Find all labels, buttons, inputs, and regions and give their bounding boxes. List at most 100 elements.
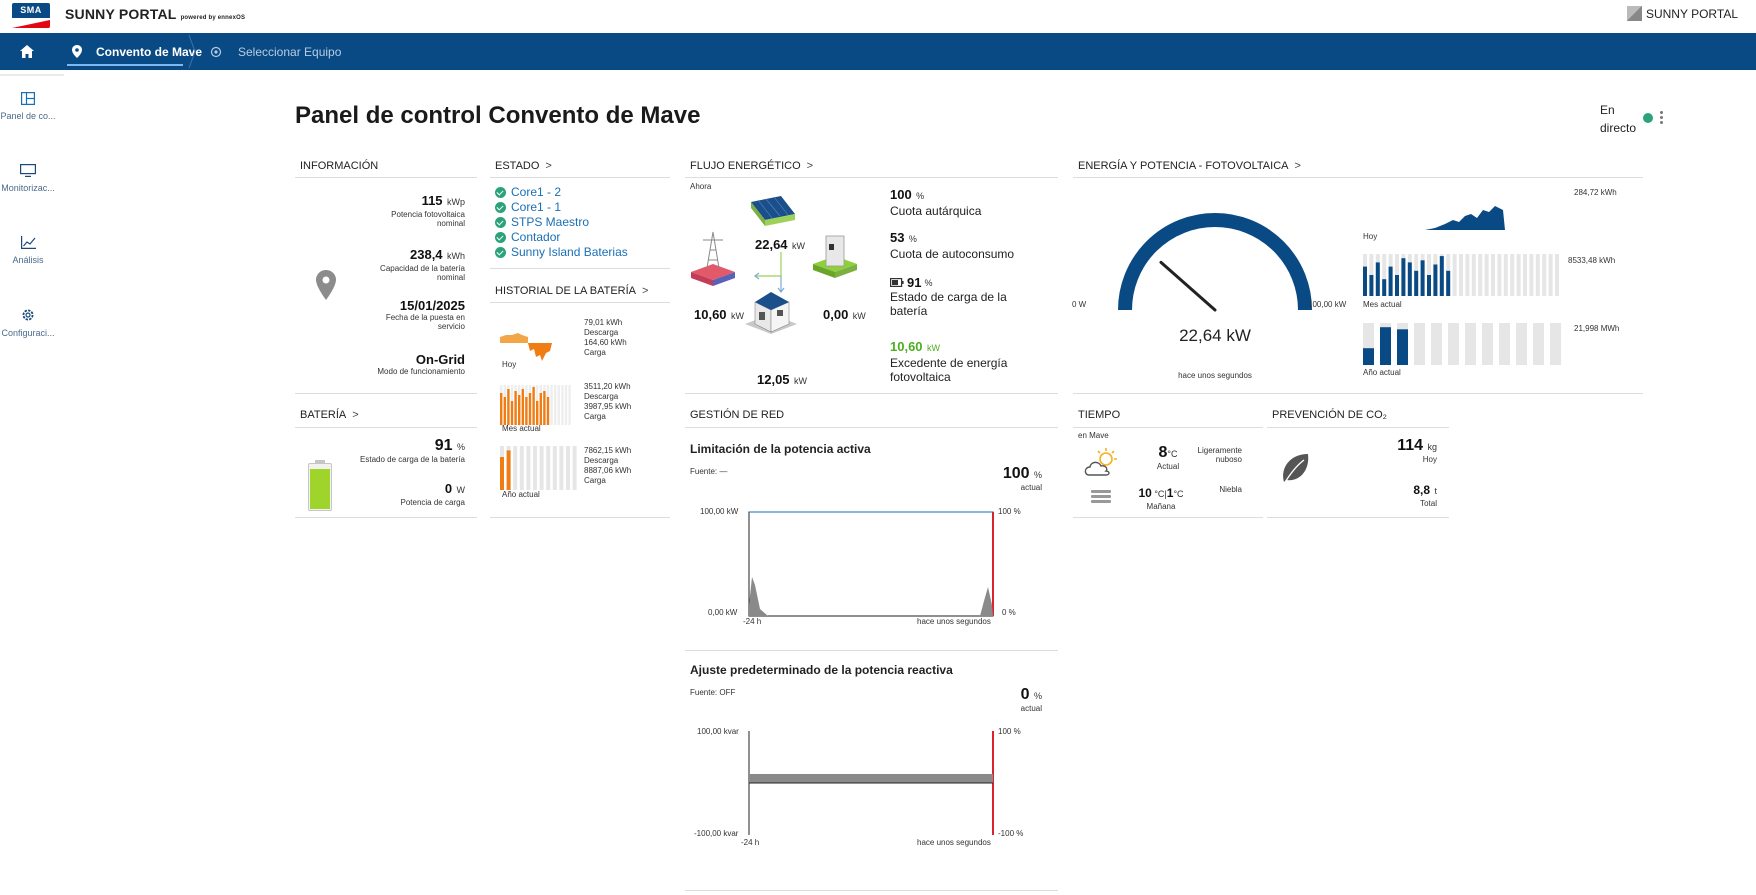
reactive-power-source: Fuente: OFF — [690, 688, 736, 697]
active-r-bottom: 0 % — [1002, 608, 1016, 617]
status-item[interactable]: STPS Maestro — [495, 215, 589, 229]
reactive-power-chart — [748, 731, 994, 835]
pv-surplus: 10,60 kW Excedente de energía fotovoltaica — [890, 339, 1008, 384]
ok-check-icon — [495, 186, 506, 198]
bar — [1439, 256, 1444, 296]
bar-background — [1382, 254, 1387, 296]
bh-label: Mes actual — [502, 424, 541, 433]
active-power-title: Limitación de la potencia activa — [690, 442, 871, 456]
ok-check-icon — [495, 216, 506, 228]
bar-background — [1459, 254, 1463, 296]
status-item[interactable]: Core1 - 2 — [495, 185, 561, 199]
pv-month-value: 8533,48 kWh — [1568, 256, 1616, 265]
sidebar-item-dashboard[interactable]: Panel de co... — [0, 92, 56, 121]
pv-year-label: Año actual — [1363, 368, 1401, 377]
breadcrumb-chevron — [188, 33, 196, 70]
active-power-source: Fuente: — — [690, 467, 728, 476]
fog-icon — [1091, 490, 1111, 503]
bar-background — [1471, 254, 1476, 296]
live-status-dot — [1643, 113, 1653, 123]
battery-soc: 91 % Estado de carga de la batería — [360, 437, 465, 464]
monitor-icon — [20, 164, 36, 177]
bar — [1446, 270, 1451, 296]
battery-history-month-chart — [500, 385, 571, 425]
more-menu-button[interactable] — [1660, 111, 1663, 125]
bar-background — [1465, 254, 1470, 296]
bar — [1420, 260, 1425, 296]
bar — [514, 391, 517, 425]
active-power-chart — [748, 511, 994, 617]
location-icon — [72, 45, 82, 58]
bar — [1363, 266, 1367, 296]
bar-background — [546, 446, 551, 490]
brand-title: SUNNY PORTAL powered by ennexOS — [65, 6, 246, 22]
flow-battery-value: 0,00 kW — [823, 307, 866, 322]
info-pv-power: 115 kWp Potencia fotovoltaica nominal — [391, 193, 465, 228]
sma-logo[interactable]: SMA — [12, 3, 50, 28]
device-icon — [210, 46, 222, 57]
live-label: En directo — [1600, 103, 1637, 135]
info-battery-capacity: 238,4 kWh Capacidad de la batería nominal — [380, 247, 465, 282]
bar-background — [1550, 323, 1561, 365]
grid-pylon-icon — [691, 231, 735, 286]
bar — [521, 389, 524, 425]
bar — [518, 395, 521, 425]
gear-icon — [22, 309, 34, 321]
bar-background — [1499, 323, 1510, 365]
ok-check-icon — [495, 231, 506, 243]
dashboard-icon — [21, 92, 35, 105]
gauge-time: hace unos segundos — [1178, 371, 1252, 380]
bar-background — [550, 385, 553, 425]
bar — [503, 397, 506, 425]
nav-plant[interactable]: Convento de Mave — [72, 33, 202, 70]
bar — [1375, 262, 1380, 296]
gauge-min: 0 W — [1072, 300, 1087, 309]
pv-energy-title[interactable]: ENERGÍA Y POTENCIA - FOTOVOLTAICA > — [1078, 160, 1301, 172]
status-item[interactable]: Sunny Island Baterias — [495, 245, 628, 259]
active-y-top: 100,00 kW — [700, 507, 739, 516]
page-title: Panel de control Convento de Mave — [295, 102, 701, 129]
sidebar-item-configuration[interactable]: Configuraci... — [0, 308, 56, 338]
home-button[interactable] — [20, 33, 34, 70]
bar-background — [552, 446, 557, 490]
battery-history-title[interactable]: HISTORIAL DE LA BATERÍA > — [495, 285, 649, 297]
reactive-power-value: 0 % actual — [1020, 686, 1042, 713]
bar — [539, 393, 542, 425]
bar-background — [1516, 323, 1527, 365]
gauge-value: 22,64 kW — [1179, 326, 1251, 345]
select-device-button[interactable]: Seleccionar Equipo — [210, 33, 341, 70]
bar — [1363, 348, 1374, 365]
home-icon — [20, 45, 34, 58]
sidebar-item-analysis[interactable]: Análisis — [0, 236, 56, 265]
bar-background — [1452, 254, 1457, 296]
bar-background — [1542, 254, 1547, 296]
bar-background — [1484, 254, 1489, 296]
reactive-power-title: Ajuste predeterminado de la potencia rea… — [690, 663, 953, 677]
pv-today-value: 284,72 kWh — [1574, 188, 1617, 197]
selfconsumption-rate: 53 % Cuota de autoconsumo — [890, 230, 1015, 261]
status-item[interactable]: Contador — [495, 230, 560, 244]
sidebar-selected-indicator — [0, 74, 64, 76]
status-item[interactable]: Core1 - 1 — [495, 200, 561, 214]
flow-grid-value: 10,60 kW — [694, 307, 744, 322]
estado-title[interactable]: ESTADO > — [495, 160, 552, 172]
bar-background — [1535, 254, 1540, 296]
bar — [1388, 266, 1393, 296]
bar-background — [1478, 254, 1483, 296]
bar-background — [572, 446, 577, 490]
bar — [546, 397, 550, 425]
pv-year-value: 21,998 MWh — [1574, 324, 1620, 333]
bar — [500, 393, 503, 425]
pv-panel-icon — [751, 196, 795, 226]
reactive-x-start: -24 h — [741, 838, 760, 847]
bar-background — [559, 446, 564, 490]
info-title: INFORMACIÓN — [300, 160, 379, 172]
battery-history-year-chart — [500, 446, 577, 490]
flow-title[interactable]: FLUJO ENERGÉTICO > — [690, 160, 814, 172]
bar — [506, 450, 511, 490]
battery-panel-title[interactable]: BATERÍA > — [300, 409, 359, 421]
bar — [510, 401, 514, 425]
sidebar-item-monitoring[interactable]: Monitorizac... — [0, 164, 56, 193]
bar-background — [564, 385, 568, 425]
bar-background — [1414, 323, 1425, 365]
